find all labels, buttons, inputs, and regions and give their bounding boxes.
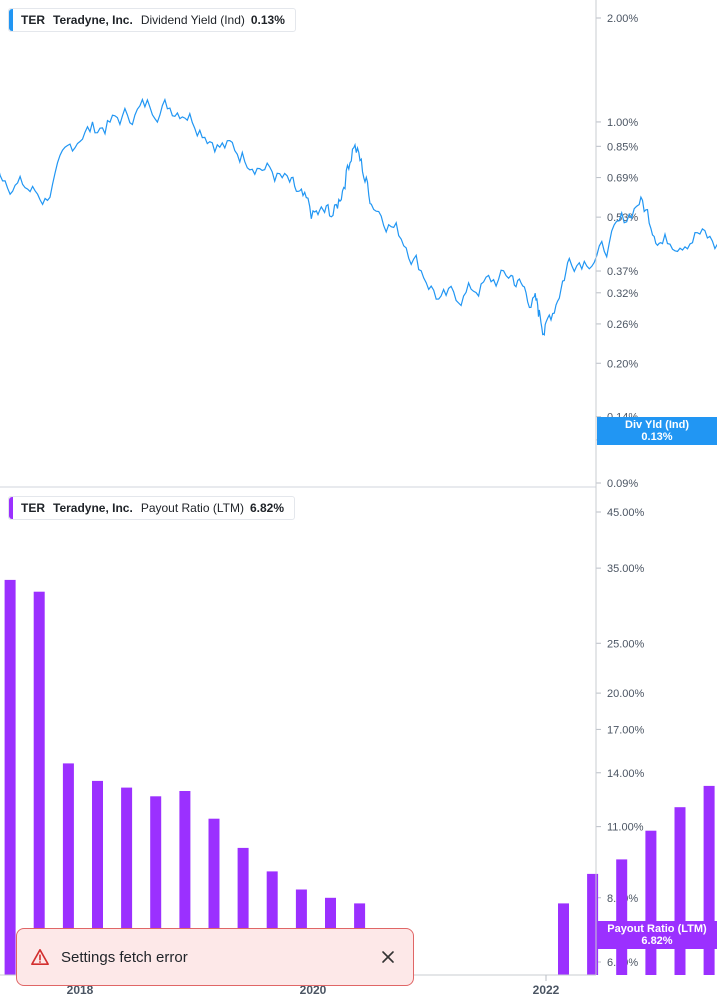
top-y-tick-label: 1.00% xyxy=(607,117,638,129)
top-y-tick-label: 2.00% xyxy=(607,13,638,25)
bottom-y-tick-label: 25.00% xyxy=(607,638,645,650)
payout-bar xyxy=(33,591,45,975)
bottom-metric: Payout Ratio (LTM) xyxy=(140,501,244,515)
payout-bar xyxy=(179,791,191,975)
warning-triangle-icon xyxy=(31,948,49,966)
top-company: Teradyne, Inc. xyxy=(53,13,133,27)
payout-bar xyxy=(208,818,220,975)
top-y-tick-label: 0.09% xyxy=(607,478,638,490)
x-tick-label: 2020 xyxy=(300,983,327,997)
top-metric: Dividend Yield (Ind) xyxy=(140,13,245,27)
bottom-y-tick-label: 11.00% xyxy=(607,822,644,834)
bottom-y-tick-label: 14.00% xyxy=(607,768,645,780)
dividend-yield-tag-label: Div Yld (Ind) xyxy=(625,419,689,431)
top-y-tick-label: 0.85% xyxy=(607,141,638,153)
payout-bar xyxy=(558,903,569,975)
dividend-yield-tag-value: 0.13% xyxy=(641,431,673,443)
bottom-y-tick-label: 35.00% xyxy=(607,563,645,575)
payout-ratio-last-tag: Payout Ratio (LTM) 6.82% xyxy=(597,921,717,949)
bottom-panel-title: TER Teradyne, Inc. Payout Ratio (LTM) 6.… xyxy=(8,496,295,520)
bottom-y-tick-label: 45.00% xyxy=(607,507,645,519)
bottom-value: 6.82% xyxy=(249,501,284,515)
payout-bar xyxy=(150,796,162,975)
payout-bar xyxy=(4,579,16,975)
dividend-yield-last-tag: Div Yld (Ind) 0.13% xyxy=(597,417,717,445)
close-icon[interactable] xyxy=(381,950,395,964)
x-tick-label: 2022 xyxy=(533,983,560,997)
payout-bar xyxy=(266,871,278,975)
bottom-ticker: TER xyxy=(21,501,45,515)
payout-bar xyxy=(62,763,74,975)
x-tick-label: 2018 xyxy=(67,983,94,997)
payout-bar xyxy=(645,830,657,975)
payout-bar xyxy=(703,785,715,975)
payout-bar xyxy=(674,807,686,975)
top-y-tick-label: 0.32% xyxy=(607,288,638,300)
payout-bar xyxy=(237,847,249,975)
dividend-yield-line xyxy=(0,97,717,337)
payout-bar xyxy=(616,859,628,975)
top-y-tick-label: 0.20% xyxy=(607,358,638,370)
bottom-company: Teradyne, Inc. xyxy=(53,501,133,515)
bottom-y-tick-label: 20.00% xyxy=(607,688,645,700)
payout-ratio-tag-label: Payout Ratio (LTM) xyxy=(607,923,707,935)
top-y-tick-label: 0.37% xyxy=(607,266,638,278)
payout-bar xyxy=(587,873,599,975)
payout-ratio-tag-value: 6.82% xyxy=(641,935,673,947)
error-toast: Settings fetch error xyxy=(16,928,414,986)
top-series-color xyxy=(9,9,13,31)
top-y-tick-label: 0.69% xyxy=(607,173,638,185)
toast-message: Settings fetch error xyxy=(61,948,188,966)
bottom-series-color xyxy=(9,497,13,519)
top-value: 0.13% xyxy=(250,13,285,27)
top-panel-title: TER Teradyne, Inc. Dividend Yield (Ind) … xyxy=(8,8,296,32)
top-y-tick-label: 0.26% xyxy=(607,319,638,331)
payout-bar xyxy=(92,780,103,975)
payout-bar xyxy=(121,787,133,975)
top-ticker: TER xyxy=(21,13,45,27)
bottom-y-tick-label: 17.00% xyxy=(607,724,645,736)
